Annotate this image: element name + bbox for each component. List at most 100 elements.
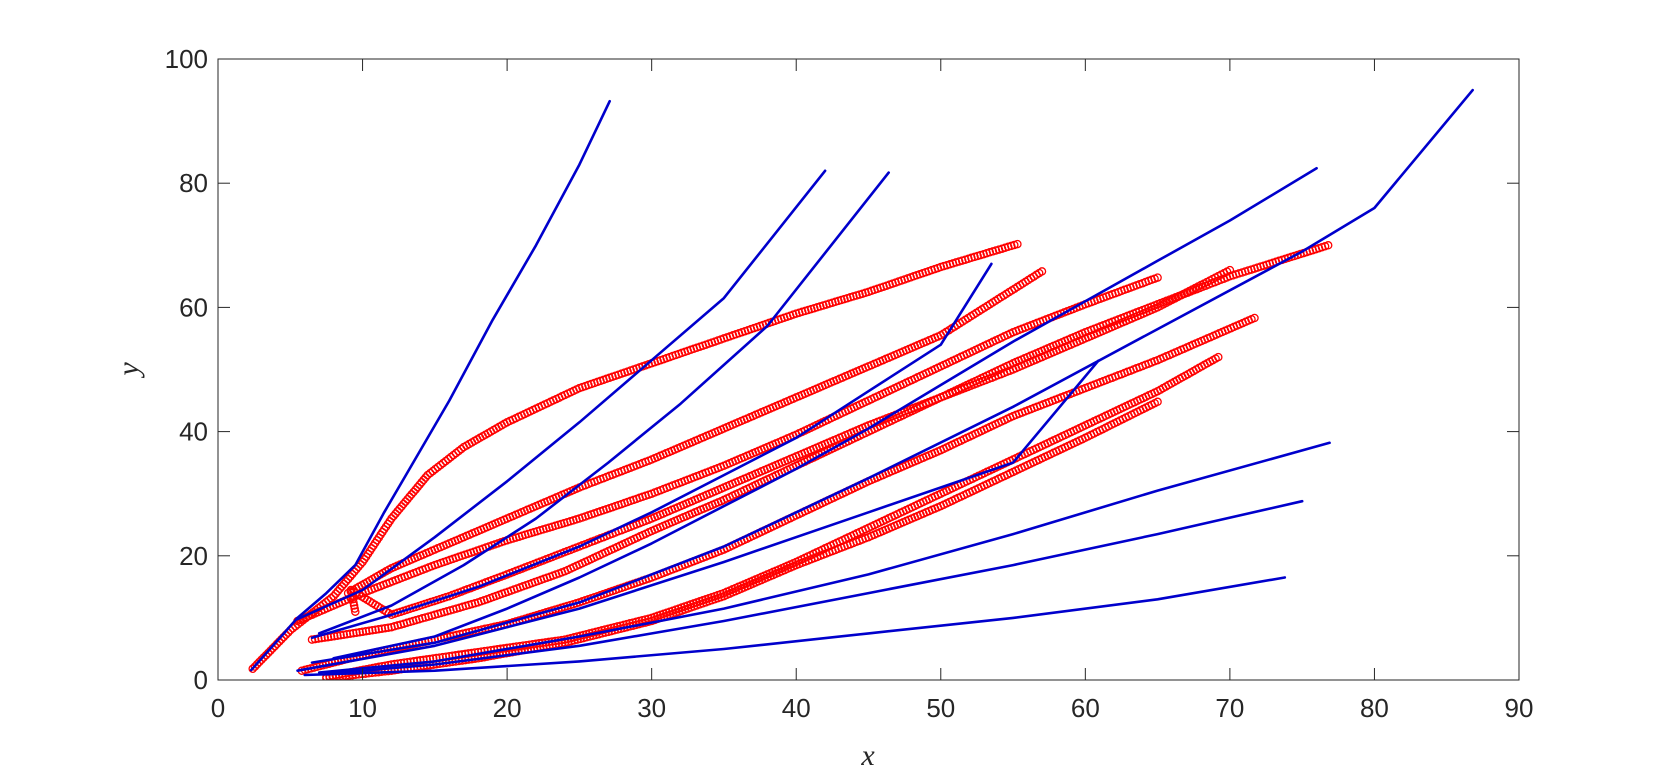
line-series-3 bbox=[317, 171, 890, 635]
marker-point bbox=[335, 584, 345, 594]
marker-point bbox=[347, 569, 357, 579]
marker-point bbox=[368, 625, 377, 635]
marker-point bbox=[421, 473, 430, 482]
marker-point bbox=[405, 492, 414, 502]
x-tick-label: 20 bbox=[493, 693, 522, 723]
marker-point bbox=[329, 591, 338, 601]
line-series-9 bbox=[325, 499, 1304, 676]
marker-point bbox=[390, 665, 399, 675]
x-axis: 0 10 20 30 40 50 60 70 80 90 bbox=[211, 59, 1534, 723]
marker-point bbox=[339, 630, 349, 639]
y-tick-label: 20 bbox=[179, 541, 208, 571]
marker-point bbox=[349, 601, 359, 610]
marker-series-5 bbox=[307, 241, 1333, 644]
marker-series-1 bbox=[248, 239, 1022, 674]
x-tick-label: 10 bbox=[348, 693, 377, 723]
marker-point bbox=[374, 624, 383, 634]
marker-point bbox=[423, 470, 432, 480]
marker-point bbox=[343, 574, 353, 584]
x-tick-label: 50 bbox=[926, 693, 955, 723]
line-series-7 bbox=[296, 359, 1100, 672]
line-series-10 bbox=[303, 576, 1287, 677]
marker-point bbox=[339, 579, 349, 589]
line-series-5 bbox=[332, 167, 1318, 660]
marker-point bbox=[1153, 397, 1162, 407]
x-tick-label: 40 bbox=[782, 693, 811, 723]
x-tick-label: 70 bbox=[1215, 693, 1244, 723]
marker-point bbox=[345, 572, 355, 581]
marker-point bbox=[1153, 273, 1162, 282]
marker-point bbox=[371, 625, 380, 634]
y-axis: 0 20 40 60 80 100 bbox=[165, 44, 1519, 695]
marker-point bbox=[255, 657, 264, 667]
marker-point bbox=[433, 462, 443, 472]
marker-point bbox=[446, 452, 456, 462]
marker-point bbox=[444, 454, 453, 464]
marker-point bbox=[293, 620, 303, 629]
y-tick-label: 60 bbox=[179, 292, 208, 322]
marker-point bbox=[350, 567, 359, 577]
marker-point bbox=[310, 634, 320, 644]
marker-point bbox=[380, 623, 390, 633]
y-tick-label: 100 bbox=[165, 44, 208, 74]
marker-point bbox=[431, 464, 440, 474]
marker-point bbox=[352, 628, 361, 637]
marker-point bbox=[438, 458, 448, 468]
marker-point bbox=[331, 589, 340, 598]
y-tick-label: 0 bbox=[194, 665, 208, 695]
marker-point bbox=[451, 448, 461, 458]
marker-point bbox=[350, 604, 359, 613]
marker-point bbox=[425, 468, 435, 478]
line-series-8 bbox=[317, 441, 1331, 674]
x-tick-label: 80 bbox=[1360, 693, 1389, 723]
marker-series-8 bbox=[322, 397, 1162, 680]
marker-point bbox=[250, 662, 260, 671]
marker-point bbox=[259, 653, 268, 662]
line-series-6 bbox=[310, 88, 1474, 664]
marker-point bbox=[1250, 313, 1259, 323]
y-tick-label: 80 bbox=[179, 168, 208, 198]
marker-point bbox=[333, 587, 343, 596]
marker-point bbox=[355, 627, 364, 637]
series-layer bbox=[248, 88, 1474, 680]
marker-point bbox=[1323, 241, 1333, 250]
marker-point bbox=[364, 626, 374, 635]
marker-point bbox=[341, 577, 351, 586]
marker-point bbox=[384, 623, 393, 632]
marker-point bbox=[441, 456, 450, 466]
y-tick-label: 40 bbox=[179, 417, 208, 447]
marker-point bbox=[1214, 352, 1223, 362]
y-axis-label: y bbox=[112, 362, 145, 379]
marker-point bbox=[358, 627, 368, 636]
marker-point bbox=[307, 635, 317, 644]
marker-point bbox=[345, 629, 355, 638]
marker-point bbox=[326, 593, 336, 603]
x-axis-label: x bbox=[860, 739, 875, 772]
marker-point bbox=[333, 631, 342, 640]
line-series-4 bbox=[310, 262, 993, 640]
marker-point bbox=[1037, 267, 1047, 276]
marker-point bbox=[248, 664, 257, 674]
marker-point bbox=[349, 628, 358, 638]
line-series-1 bbox=[249, 99, 611, 672]
marker-point bbox=[436, 460, 445, 470]
line-series-2 bbox=[296, 169, 827, 621]
marker-point bbox=[361, 626, 371, 636]
x-tick-label: 0 bbox=[211, 693, 225, 723]
marker-point bbox=[1013, 239, 1022, 249]
marker-point bbox=[257, 655, 266, 665]
marker-point bbox=[252, 660, 262, 669]
marker-point bbox=[407, 490, 416, 499]
marker-point bbox=[337, 582, 347, 591]
marker-point bbox=[454, 446, 463, 456]
marker-point bbox=[342, 629, 352, 639]
x-tick-label: 30 bbox=[637, 693, 666, 723]
x-tick-label: 60 bbox=[1071, 693, 1100, 723]
x-tick-label: 90 bbox=[1505, 693, 1534, 723]
marker-point bbox=[377, 624, 387, 633]
marker-point bbox=[428, 466, 438, 476]
axes-box bbox=[217, 58, 1520, 681]
marker-point bbox=[449, 450, 458, 460]
marker-point bbox=[351, 607, 360, 616]
